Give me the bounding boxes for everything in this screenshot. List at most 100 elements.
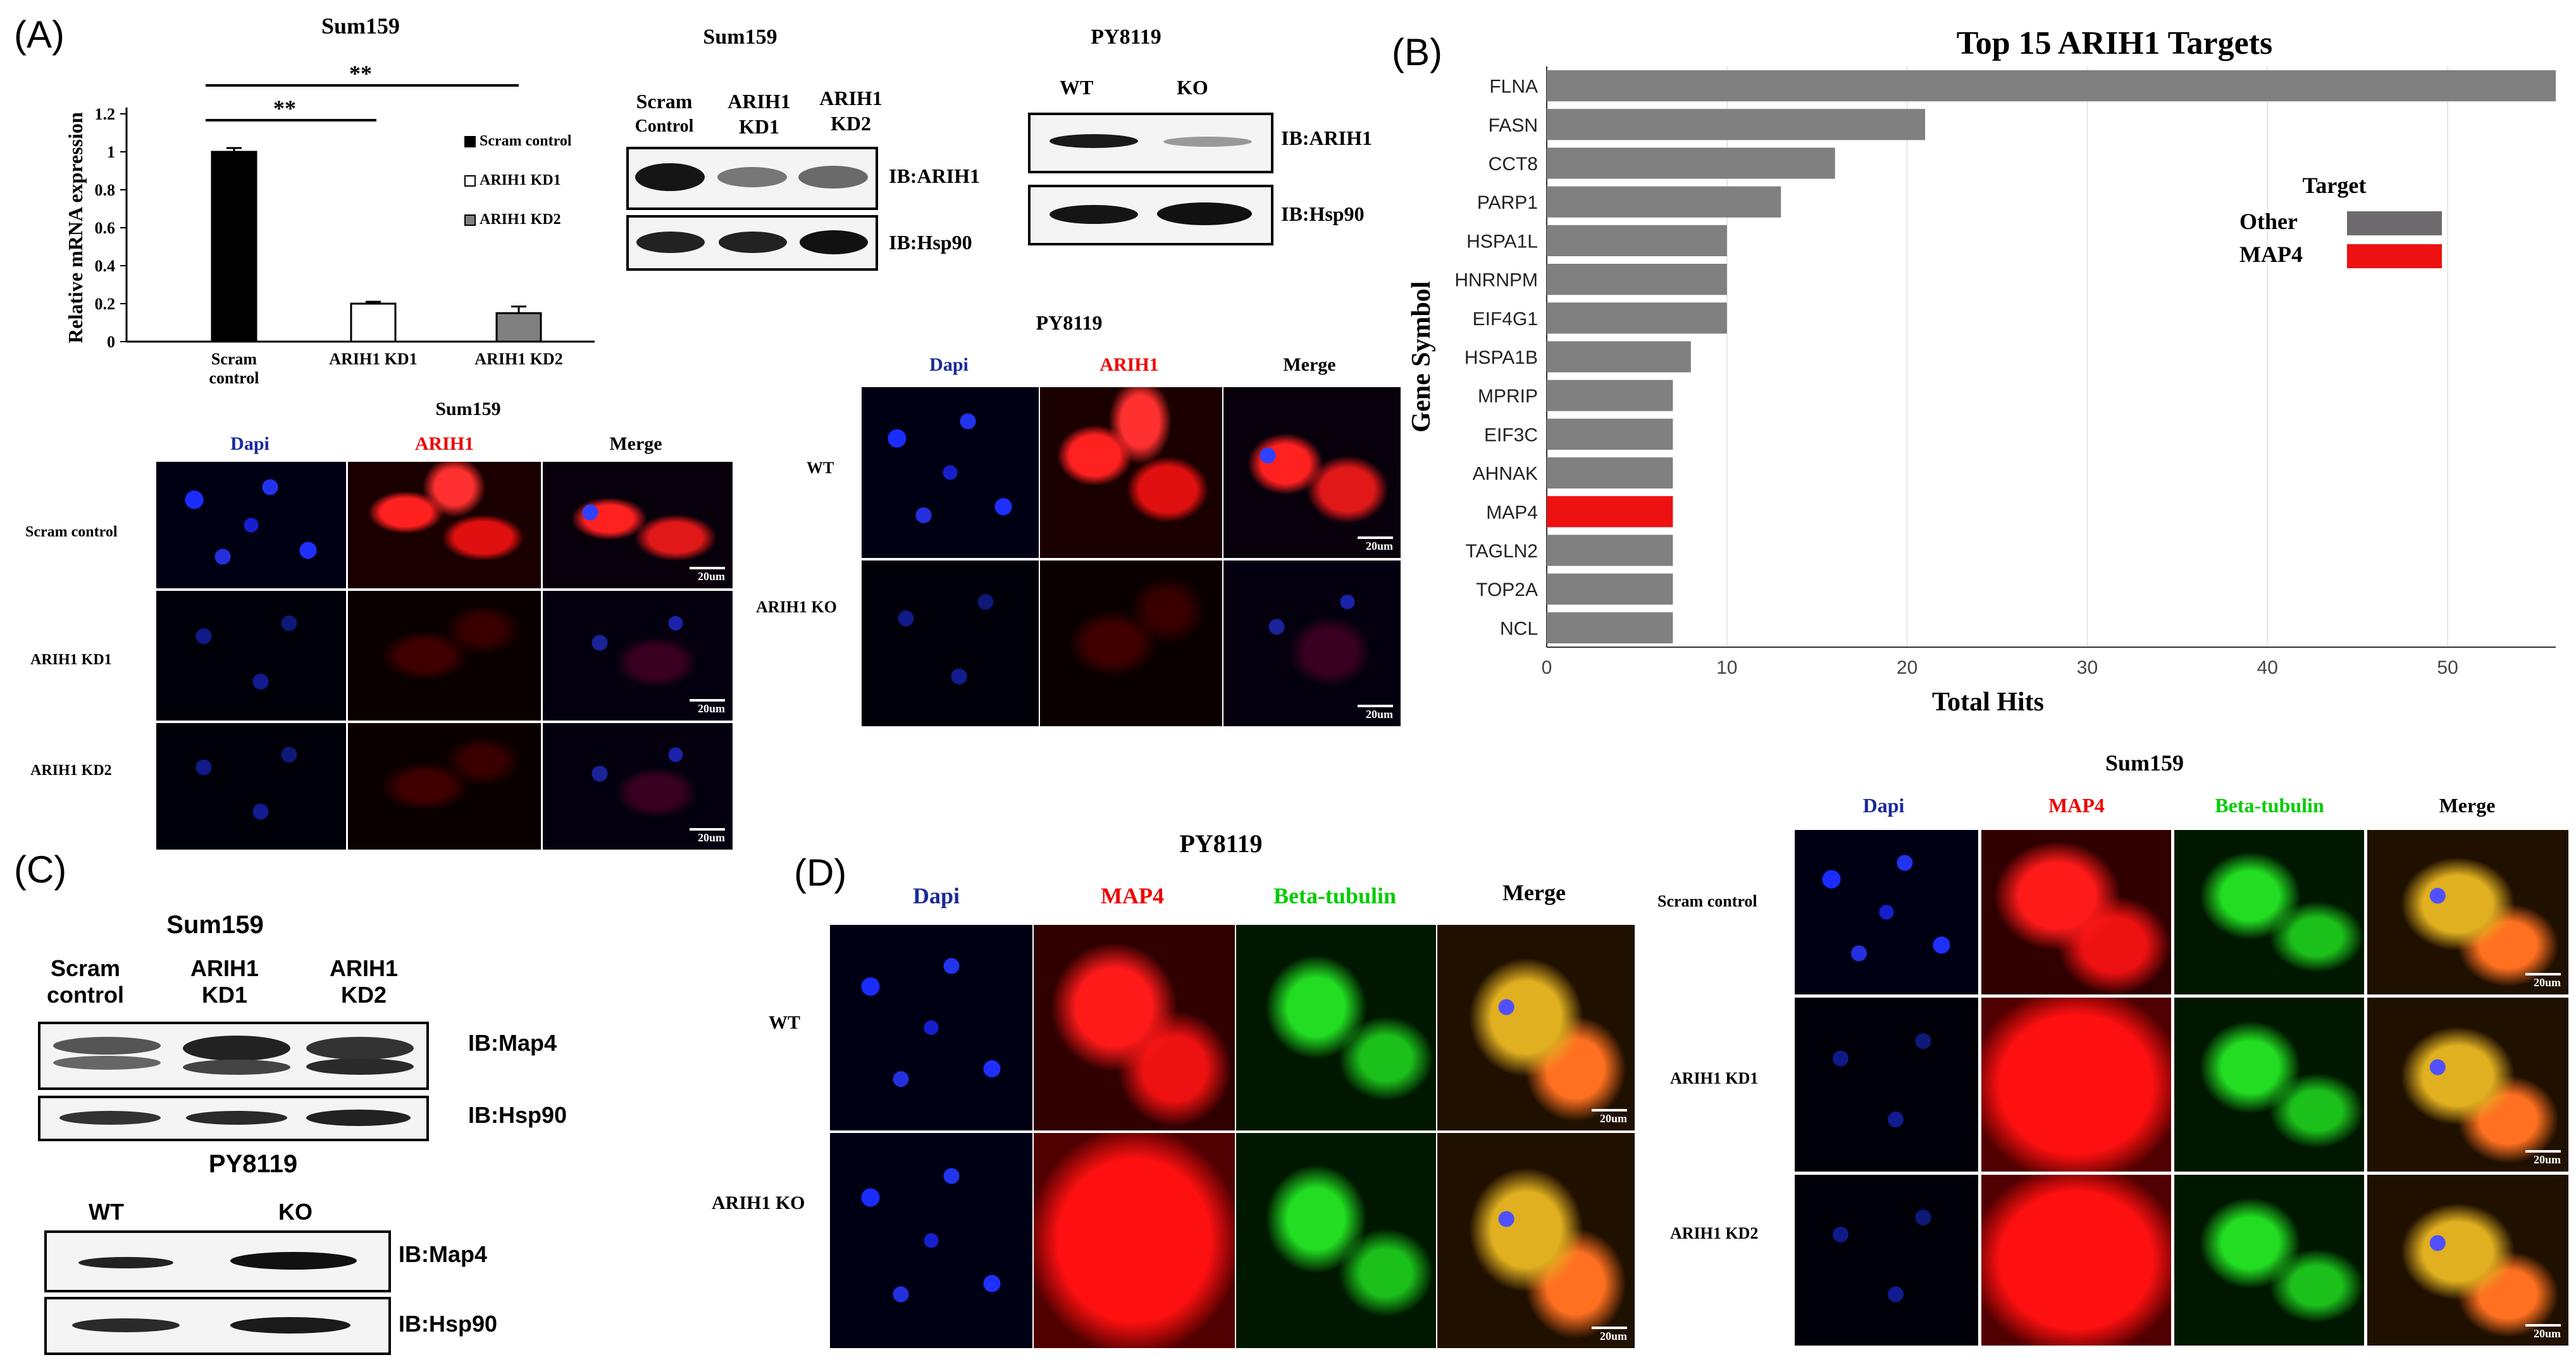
- y-tick-label: PARP1: [1477, 192, 1538, 213]
- wb-c-py8119-ib2: IB:Hsp90: [399, 1311, 498, 1337]
- bar-fasn: [1547, 109, 1926, 140]
- if-d-py-row-ko: ARIH1 KO: [712, 1192, 805, 1213]
- if-py8119-row-wt: WT: [807, 459, 834, 477]
- wb-py8119-arih1-blot: [1028, 113, 1273, 173]
- panel-label-a: (A): [14, 13, 65, 56]
- if-py8119-col-dapi: Dapi: [929, 354, 969, 375]
- y-tick-label: HSPA1B: [1464, 347, 1538, 368]
- wb-c-py8119-title: PY8119: [208, 1150, 298, 1178]
- wb-sum159-ib1: IB:ARIH1: [889, 164, 981, 187]
- x-tick-label: 30: [2077, 657, 2098, 678]
- if-sum159-kd1-dapi: [155, 590, 347, 722]
- if-py8119-col-arih1: ARIH1: [1099, 354, 1159, 375]
- if-d-sum-col-merge: Merge: [2439, 794, 2496, 817]
- if-sum159-row1: Scram control: [25, 524, 118, 540]
- if-py8119-row-ko: ARIH1 KO: [756, 598, 837, 616]
- if-d-py-col-map4: MAP4: [1101, 883, 1164, 908]
- bar-eif4g1: [1547, 302, 1727, 334]
- legend-title: Target: [2303, 173, 2367, 198]
- y-tick-label: 0: [107, 333, 115, 351]
- if-py8119-ko-merge: 20um: [1222, 559, 1402, 727]
- x-cat-label: Scram: [211, 350, 257, 368]
- if-sum159-row2: ARIH1 KD1: [30, 652, 112, 668]
- wb-py8119-ib2: IB:Hsp90: [1281, 202, 1365, 225]
- if-sum159-kd2-arih1: [347, 722, 542, 851]
- if-sum159-kd2-dapi: [155, 722, 347, 851]
- wb-py8119-lane-wt: WT: [1060, 76, 1094, 99]
- if-d-sum-kd1-map4: [1980, 996, 2172, 1173]
- wb-c-py8119-map4-blot: [44, 1230, 391, 1292]
- bar-top2a: [1547, 573, 1673, 605]
- legend-swatch-1: [2347, 244, 2442, 268]
- wb-c-sum159-lane1: Scram control: [47, 955, 124, 1008]
- legend-label-0: Other: [2239, 209, 2298, 234]
- bar-hspa1b: [1547, 341, 1691, 373]
- y-tick-label: 0.2: [95, 295, 116, 313]
- if-py8119-title: PY8119: [1036, 311, 1103, 334]
- if-sum159-scram-dapi: [155, 461, 347, 590]
- wb-c-py8119-ib1: IB:Map4: [399, 1241, 488, 1267]
- if-sum159-scram-arih1: [347, 461, 542, 590]
- x-cat-label: ARIH1 KD1: [329, 350, 417, 368]
- legend-label-0: Scram control: [480, 133, 572, 149]
- bar-cct8: [1547, 147, 1835, 179]
- x-axis-label: Total Hits: [1932, 688, 2044, 717]
- bar-ahnak: [1547, 457, 1673, 489]
- if-d-py-col-merge: Merge: [1502, 880, 1566, 905]
- wb-sum159-lane2: ARIH1 KD1: [728, 90, 791, 138]
- wb-py8119-lane-ko: KO: [1177, 76, 1208, 99]
- if-d-py-wt-dapi: [829, 924, 1034, 1132]
- bar-flna: [1547, 70, 2556, 102]
- if-sum159-title: Sum159: [435, 399, 501, 419]
- wb-sum159-arih1-blot: [626, 147, 878, 210]
- y-tick-label: EIF3C: [1484, 424, 1538, 445]
- if-d-sum-kd1-merge: 20um: [2366, 996, 2570, 1173]
- wb-sum159-lane1: Scram Control: [635, 90, 694, 136]
- if-d-py-ko-dapi: [829, 1132, 1034, 1349]
- y-tick-label: EIF4G1: [1473, 309, 1538, 330]
- if-py8119-wt-dapi: [860, 386, 1040, 559]
- wb-py8119-title: PY8119: [1091, 25, 1161, 49]
- y-tick-label: 1.2: [95, 105, 116, 123]
- y-tick-label: 0.6: [95, 219, 116, 237]
- if-py8119-wt-arih1: [1039, 386, 1223, 559]
- bar-chart-title: Sum159: [321, 13, 400, 39]
- bar-hnrnpm: [1547, 264, 1727, 295]
- if-d-sum-scram-dapi: [1793, 829, 1979, 996]
- if-sum159-kd1-merge: 20um: [542, 590, 734, 722]
- if-sum159-row3: ARIH1 KD2: [30, 762, 112, 779]
- legend-label-1: MAP4: [2239, 242, 2303, 267]
- if-sum159-kd1-arih1: [347, 590, 542, 722]
- if-d-sum-row2: ARIH1 KD1: [1670, 1069, 1759, 1087]
- y-tick-label: FLNA: [1489, 77, 1538, 97]
- bar-0: [211, 151, 257, 343]
- legend-swatch-1: [464, 175, 476, 187]
- x-cat-label: control: [209, 369, 259, 387]
- if-sum159-scram-merge: 20um: [542, 461, 734, 590]
- panel-label-b: (B): [1392, 31, 1442, 73]
- if-d-sum-col-dapi: Dapi: [1862, 794, 1905, 817]
- y-tick-label: MPRIP: [1478, 386, 1538, 407]
- if-d-sum-kd1-dapi: [1793, 996, 1979, 1173]
- if-sum159-col-arih1: ARIH1: [414, 433, 474, 454]
- y-tick-label: TOP2A: [1476, 579, 1538, 600]
- if-d-py-wt-tubulin: [1235, 924, 1437, 1132]
- bar-tagln2: [1547, 535, 1673, 566]
- if-d-sum-scram-merge: 20um: [2366, 829, 2570, 996]
- legend-swatch-2: [464, 214, 476, 226]
- top15-targets-chart: Top 15 ARIH1 Targets 0 10 20 30 40 50 FLNA FASN C…: [1411, 25, 2556, 717]
- y-tick-label: HSPA1L: [1466, 231, 1538, 252]
- sig-mark-2: **: [349, 61, 372, 86]
- if-d-sum-scram-tubulin: [2173, 829, 2365, 996]
- bar-parp1: [1547, 186, 1781, 218]
- if-d-sum-kd2-tubulin: [2173, 1173, 2365, 1347]
- if-d-sum-row1: Scram control: [1657, 892, 1757, 910]
- if-d-sum-kd2-map4: [1980, 1173, 2172, 1347]
- wb-c-py8119-hsp90-blot: [44, 1297, 391, 1355]
- y-tick-label: FASN: [1489, 115, 1538, 136]
- wb-c-sum159-lane2: ARIH1 KD1: [190, 955, 259, 1008]
- wb-sum159-lane3: ARIH1 KD2: [819, 87, 882, 135]
- if-d-sum159-title: Sum159: [2105, 750, 2184, 776]
- if-d-py-ko-merge: 20um: [1436, 1132, 1636, 1349]
- wb-sum159-title: Sum159: [703, 25, 777, 49]
